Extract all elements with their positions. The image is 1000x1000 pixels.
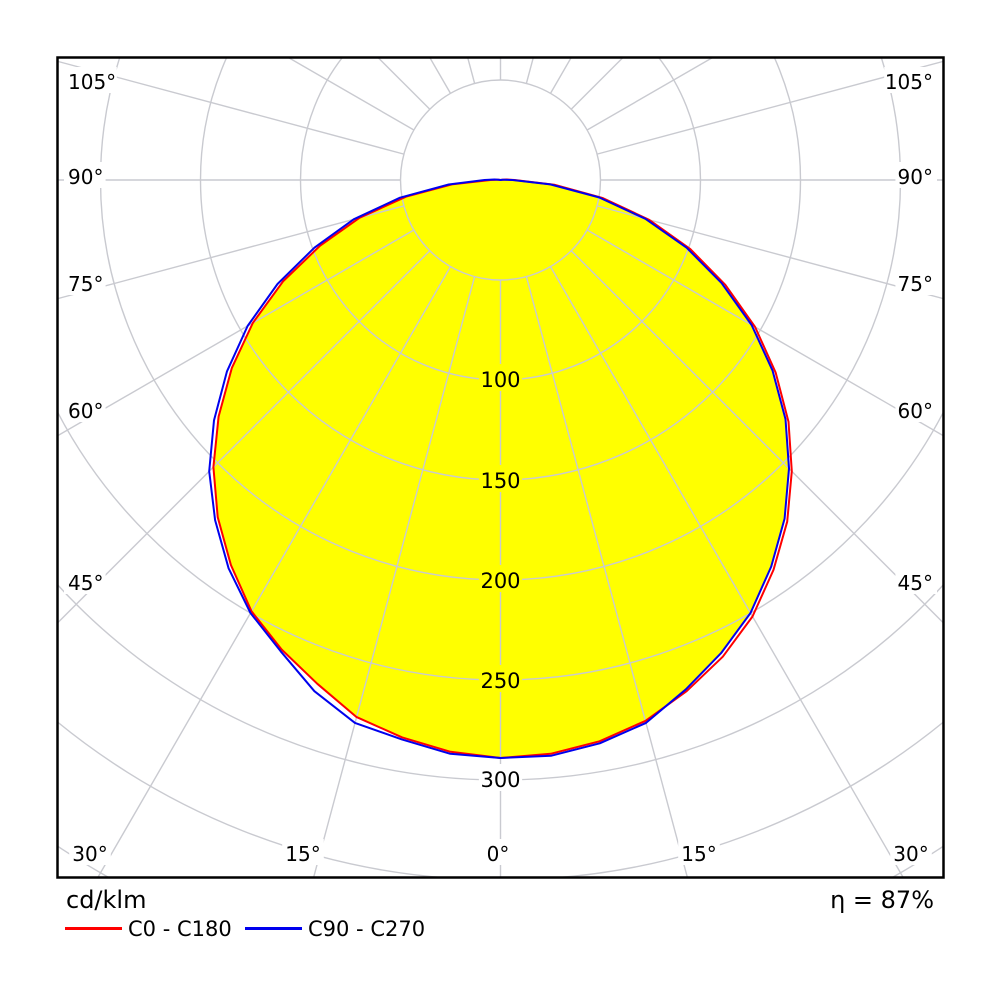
angle-tick-label: 15°	[681, 842, 716, 866]
radial-tick-label: 200	[480, 569, 520, 593]
grid-ray	[570, 250, 944, 624]
legend: C0 - C180 C90 - C270	[0, 915, 1000, 945]
angle-tick-label: 75°	[898, 272, 933, 296]
efficiency-label: η = 87%	[830, 886, 934, 914]
angle-tick-label: 0°	[487, 842, 510, 866]
legend-label-c0-c180: C0 - C180	[128, 917, 232, 941]
radial-tick-label: 150	[480, 469, 520, 493]
grid-ray	[312, 276, 476, 878]
legend-swatch-c90-c270	[245, 927, 302, 930]
grid-ray	[549, 266, 905, 878]
curve-c90-c270	[208, 178, 790, 759]
grid-ray	[57, 229, 415, 437]
grid-ray	[596, 60, 944, 155]
grid-ray	[596, 205, 944, 300]
grid-ray	[96, 266, 452, 878]
angle-tick-label: 60°	[898, 399, 933, 423]
radial-tick-label: 250	[480, 669, 520, 693]
grid-ray	[525, 57, 535, 84]
radial-tick-label: 300	[480, 768, 520, 792]
angle-tick-label: 30°	[893, 842, 928, 866]
grid-ray	[57, 205, 405, 300]
angle-tick-label: 105°	[885, 70, 933, 94]
grid-ray	[586, 57, 715, 131]
radial-tick-label: 100	[480, 368, 520, 392]
legend-swatch-c0-c180	[65, 927, 122, 930]
unit-label: cd/klm	[66, 886, 147, 914]
grid-ray	[466, 57, 476, 84]
angle-tick-label: 75°	[68, 272, 103, 296]
angle-tick-label: 60°	[68, 399, 103, 423]
angle-tick-label: 105°	[68, 70, 116, 94]
angle-tick-label: 45°	[68, 571, 103, 595]
grid-ray	[286, 57, 415, 131]
angle-tick-label: 90°	[68, 165, 103, 189]
angle-tick-label: 90°	[898, 165, 933, 189]
angle-tick-label: 30°	[72, 842, 107, 866]
angle-tick-label: 45°	[898, 571, 933, 595]
grid-ray	[57, 60, 405, 155]
chart-frame	[56, 56, 945, 879]
grid-ray	[57, 250, 431, 624]
grid-ray	[586, 229, 944, 437]
grid-ray	[525, 276, 689, 878]
angle-tick-label: 15°	[285, 842, 320, 866]
legend-label-c90-c270: C90 - C270	[308, 917, 426, 941]
